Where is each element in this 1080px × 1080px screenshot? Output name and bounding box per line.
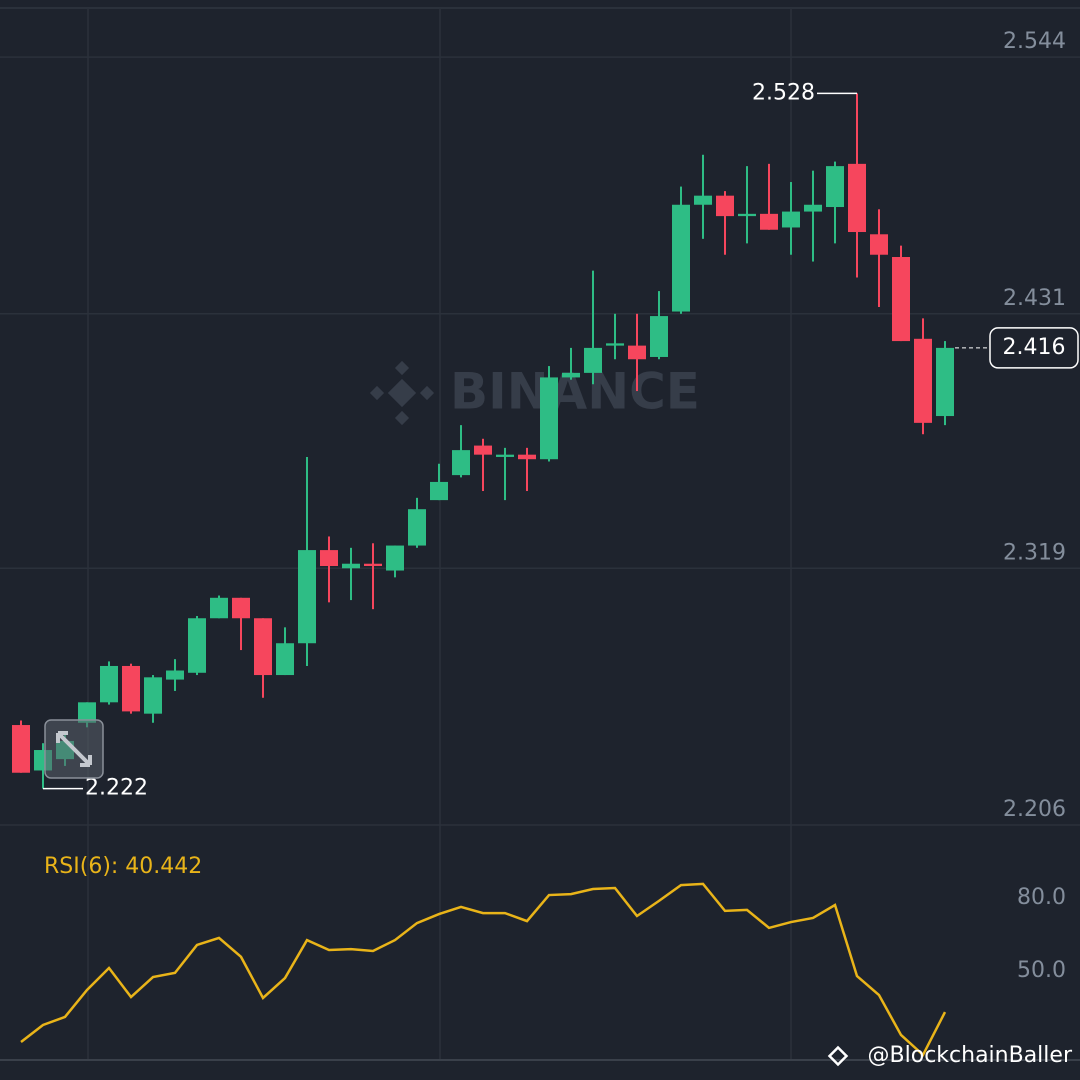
candle-body [386, 545, 404, 571]
candle-body [870, 234, 888, 255]
last-price-label: 2.416 [1003, 335, 1066, 360]
y-tick-label: 2.319 [1003, 540, 1066, 565]
candle-body [562, 372, 580, 378]
credit-logo [827, 1045, 849, 1067]
candle-body [518, 454, 536, 460]
candle-body [122, 665, 140, 712]
candle-body [650, 316, 668, 357]
candle-body [848, 163, 866, 233]
y-tick-label: 80.0 [1017, 885, 1066, 910]
candle-body [804, 204, 822, 212]
candle-body [606, 343, 624, 346]
low-label: 2.222 [85, 776, 148, 801]
candle-body [672, 204, 690, 312]
watermark: BINANCE [450, 363, 700, 421]
candle-body [496, 454, 514, 457]
candle-body [540, 377, 558, 460]
candle-body [936, 347, 954, 417]
y-tick-label: 2.544 [1003, 29, 1066, 54]
candle-body [782, 211, 800, 228]
candle-body [408, 509, 426, 546]
candle-body [100, 665, 118, 703]
candle-body [474, 445, 492, 455]
candle-body [628, 345, 646, 360]
candle-body [144, 677, 162, 714]
candle-body [12, 725, 30, 773]
candle-body [342, 563, 360, 569]
candle-body [826, 166, 844, 208]
candle-body [584, 347, 602, 373]
high-label: 2.528 [752, 80, 815, 105]
candle-body [914, 338, 932, 423]
candle-body [232, 597, 250, 619]
candle-body [738, 213, 756, 217]
y-tick-label: 50.0 [1017, 958, 1066, 983]
candle-body [760, 213, 778, 230]
candle-body [430, 481, 448, 501]
candle-body [452, 450, 470, 476]
y-tick-label: 2.431 [1003, 286, 1066, 311]
y-tick-label: 2.206 [1003, 797, 1066, 822]
candle-body [694, 195, 712, 205]
candle-body [276, 643, 294, 676]
candle-body [716, 195, 734, 217]
candle-body [210, 597, 228, 619]
candle-body [254, 618, 272, 676]
expand-button[interactable] [44, 719, 104, 779]
candle-body [78, 702, 96, 723]
last-price-box [989, 327, 1079, 369]
candle-body [188, 618, 206, 673]
candle-body [364, 563, 382, 566]
rsi-title: RSI(6): 40.442 [44, 854, 202, 879]
credit: @BlockchainBaller [868, 1043, 1073, 1068]
candle-body [320, 550, 338, 566]
candle-body [166, 670, 184, 680]
candle-body [298, 550, 316, 644]
rsi-line [20, 882, 947, 1057]
candle-body [892, 257, 910, 342]
